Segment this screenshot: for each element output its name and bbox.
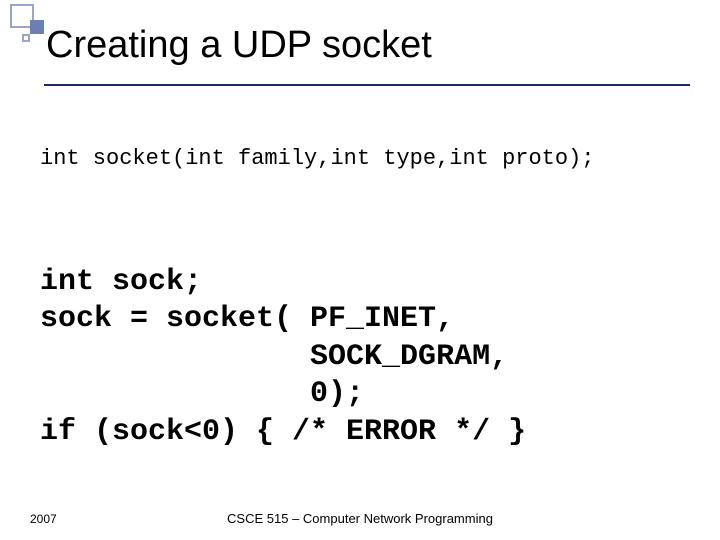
footer-course: CSCE 515 – Computer Network Programming: [30, 511, 690, 526]
function-prototype: int socket(int family,int type,int proto…: [40, 146, 690, 171]
code-line: 0);: [40, 377, 364, 411]
footer: 2007 CSCE 515 – Computer Network Program…: [30, 506, 690, 526]
title-area: Creating a UDP socket: [46, 24, 690, 67]
slide-title: Creating a UDP socket: [46, 24, 690, 67]
code-block: int sock; sock = socket( PF_INET, SOCK_D…: [40, 226, 690, 451]
slide: Creating a UDP socket int socket(int fam…: [0, 0, 720, 540]
deco-square-filled: [30, 20, 44, 34]
code-line: SOCK_DGRAM,: [40, 340, 508, 374]
deco-square-tiny: [22, 34, 30, 42]
code-line: sock = socket( PF_INET,: [40, 302, 454, 336]
title-underline: [44, 84, 690, 86]
code-line: if (sock<0) { /* ERROR */ }: [40, 415, 526, 449]
code-line: int sock;: [40, 265, 202, 299]
